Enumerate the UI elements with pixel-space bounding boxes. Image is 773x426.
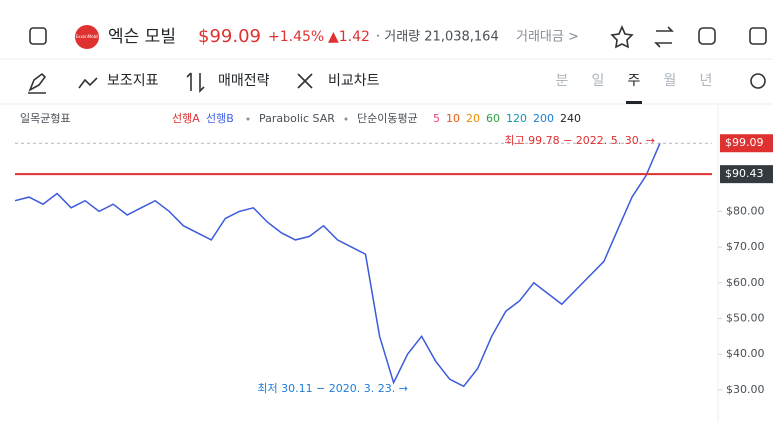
price-tag: $99.09 xyxy=(725,136,764,149)
y-tick-label: $80.00 xyxy=(726,204,765,217)
price-tag-bg xyxy=(720,165,773,184)
legend-sma-period: 10 xyxy=(446,112,460,125)
change-pct: +1.45% xyxy=(268,29,324,45)
y-tick-label: $40.00 xyxy=(726,347,765,360)
legend-sma: 단순이동평균 xyxy=(357,112,418,125)
high-annotation: 최고 99.78 − 2022. 5. 30. → xyxy=(504,134,655,147)
change-abs: ▲1.42 xyxy=(328,29,370,45)
period-tab[interactable]: 년 xyxy=(700,73,713,89)
sidebar-icon[interactable] xyxy=(29,27,47,45)
swap[interactable] xyxy=(654,26,674,48)
logo-text: ExxonMobil xyxy=(76,34,99,39)
draw-icon[interactable] xyxy=(28,72,47,94)
legend-sma-period: 60 xyxy=(486,112,500,125)
legend-sma-period: 120 xyxy=(506,112,527,125)
legend-ichimoku: 일목균형표 xyxy=(20,111,71,125)
legend-sma-period: 240 xyxy=(560,112,581,125)
compare-icon[interactable] xyxy=(297,73,313,89)
volume: · 거래량 21,038,164 xyxy=(376,30,499,45)
legend-dot xyxy=(246,117,250,121)
legend-span-a: 선행A xyxy=(172,112,200,125)
legend-span-b: 선행B xyxy=(206,112,234,125)
toolbar-item[interactable]: 매매전략 xyxy=(218,73,270,89)
price-line xyxy=(14,142,661,388)
price-tag-bg xyxy=(720,134,773,153)
favorite[interactable] xyxy=(610,24,634,49)
edit[interactable] xyxy=(698,27,716,45)
price: $99.09 xyxy=(198,26,261,47)
legend-sma-period: 5 xyxy=(433,112,440,125)
legend-sma-period: 20 xyxy=(466,112,480,125)
period-tab[interactable]: 일 xyxy=(592,73,605,89)
period-tab[interactable]: 분 xyxy=(556,73,569,89)
logo xyxy=(75,25,99,49)
legend-dot xyxy=(344,117,348,121)
period-tab[interactable]: 월 xyxy=(664,73,677,89)
active-underline xyxy=(626,101,642,104)
y-tick-label: $30.00 xyxy=(726,383,765,396)
y-tick-label: $60.00 xyxy=(726,276,765,289)
amount[interactable]: 거래대금 > xyxy=(516,30,579,45)
panel[interactable] xyxy=(749,27,767,45)
indicator-icon[interactable] xyxy=(78,77,98,89)
toolbar-item[interactable]: 비교차트 xyxy=(328,73,380,89)
toolbar-item[interactable]: 보조지표 xyxy=(107,73,159,89)
stock-name: 엑슨 모빌 xyxy=(108,27,176,47)
legend-sma-period: 200 xyxy=(533,112,554,125)
low-annotation: 최저 30.11 − 2020. 3. 23. → xyxy=(257,382,408,395)
legend-sar: Parabolic SAR xyxy=(259,112,335,125)
y-tick-label: $50.00 xyxy=(726,311,765,324)
strategy-icon[interactable] xyxy=(186,72,205,93)
y-tick-label: $70.00 xyxy=(726,240,765,253)
period-tab[interactable]: 주 xyxy=(628,73,641,89)
price-tag: $90.43 xyxy=(725,167,764,180)
settings[interactable] xyxy=(750,73,766,89)
